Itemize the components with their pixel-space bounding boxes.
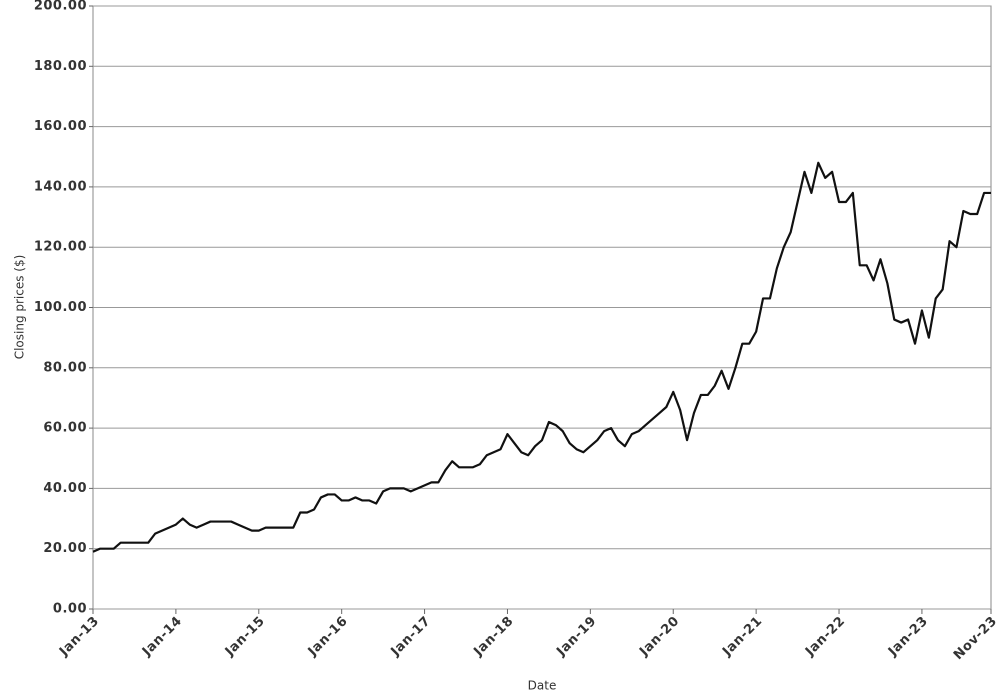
x-axis-title: Date: [528, 679, 557, 693]
y-tick-label: 40.00: [43, 481, 87, 496]
x-tick-label: Jan-23: [885, 614, 931, 660]
x-tick-label: Jan-21: [719, 614, 765, 660]
y-tick-label: 0.00: [53, 602, 87, 617]
x-tick-label: Jan-20: [636, 614, 682, 660]
y-tick-label: 200.00: [34, 0, 87, 14]
x-tick-label: Jan-22: [802, 614, 848, 660]
x-tick-label: Jan-16: [305, 614, 351, 660]
y-tick-label: 180.00: [34, 59, 87, 74]
y-tick-label: 100.00: [34, 300, 87, 315]
x-tick-label: Nov-23: [951, 614, 1000, 663]
y-tick-label: 160.00: [34, 119, 87, 134]
x-tick-label: Jan-13: [56, 614, 102, 660]
x-tick-label: Jan-14: [139, 614, 185, 660]
x-tick-label: Jan-15: [222, 614, 268, 660]
y-tick-label: 60.00: [43, 421, 87, 436]
y-tick-label: 140.00: [34, 179, 87, 194]
x-tick-label: Jan-19: [553, 614, 599, 660]
price-line: [92, 161, 991, 553]
y-tick-label: 20.00: [43, 541, 87, 556]
y-tick-label: 80.00: [43, 360, 87, 375]
y-tick-label: 120.00: [34, 240, 87, 255]
x-tick-label: Jan-18: [471, 614, 517, 660]
x-tick-label: Jan-17: [388, 614, 434, 660]
y-axis-title: Closing prices ($): [13, 255, 27, 360]
